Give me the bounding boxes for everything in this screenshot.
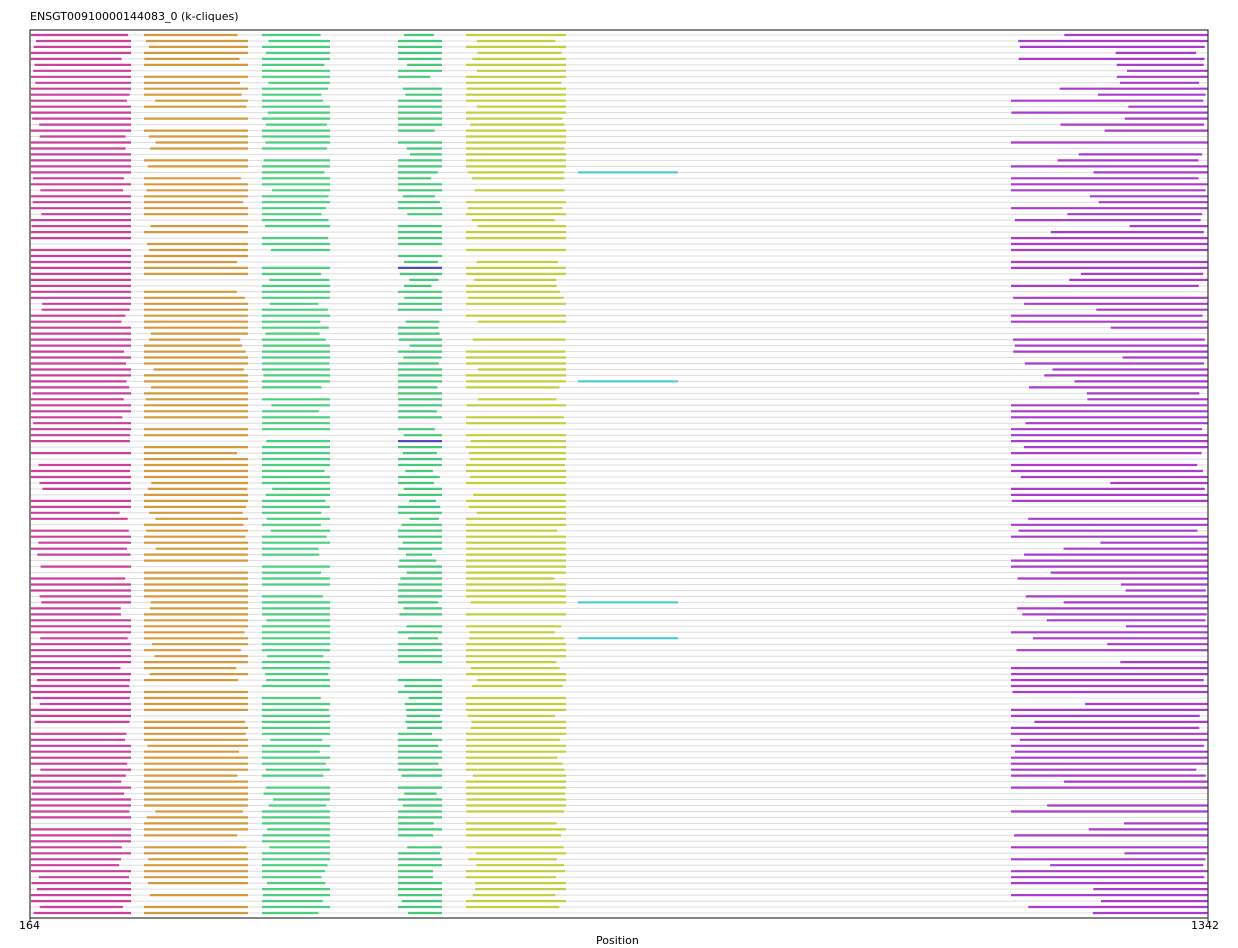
x-tick-label-min: 164: [19, 919, 40, 932]
alignment-rows: [30, 33, 1208, 915]
x-tick-label-max: 1342: [1191, 919, 1219, 932]
x-axis-label: Position: [596, 934, 639, 947]
plot-frame: [29, 29, 1209, 919]
chart-title: ENSGT00910000144083_0 (k-cliques): [30, 10, 239, 23]
